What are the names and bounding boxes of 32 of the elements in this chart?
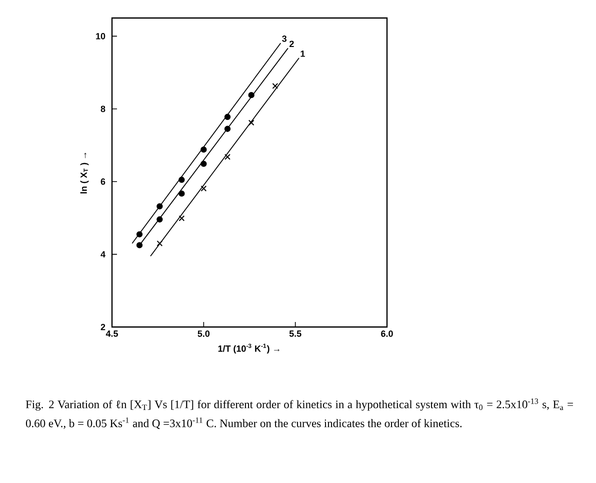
point — [248, 120, 254, 126]
y-tick-label: 8 — [100, 106, 106, 112]
y-tick-label: 2 — [100, 324, 106, 330]
point — [178, 190, 185, 197]
y-tick-label: 6 — [100, 178, 106, 185]
series-label: 2 — [290, 40, 294, 47]
point — [200, 146, 207, 153]
text: Fig. 2 Variation of ℓn [X$_{T}$] Vs [1/T] for different order of kinetics in a hypothetical system with τ$_{0}$ = 2.5x10$^{-13}$ s, E$_{a}$ = 0.60 eV., b = 0.05 Ks$^{-1}$ and Q =3x10$^{-11}$ C. Number on the curves indicates the order of kinetics. — [26, 398, 573, 429]
point — [156, 216, 163, 222]
point — [224, 126, 231, 132]
x-tick-label: 5.0 — [198, 330, 210, 337]
point — [136, 231, 143, 238]
point — [224, 154, 230, 160]
point — [248, 92, 254, 98]
y-tick-label: 10 — [96, 33, 106, 40]
point — [156, 203, 163, 210]
series-label: 1 — [300, 50, 305, 57]
point — [178, 215, 185, 222]
x-tick-label: 6.0 — [381, 330, 393, 337]
x-axis-title: 1/T (10$^{-3}$ K$^{-1}$) → — [218, 344, 280, 354]
y-axis-title: ln ( X$_{T}$ ) → — [80, 152, 89, 194]
x-tick-label: 4.5 — [106, 330, 118, 337]
point — [178, 176, 185, 183]
x-tick-label: 5.5 — [289, 330, 302, 337]
point — [200, 186, 207, 192]
point — [156, 240, 163, 246]
series-label: 3 — [282, 36, 287, 42]
point — [224, 114, 231, 120]
point — [272, 83, 278, 89]
point — [136, 242, 143, 248]
point — [200, 160, 207, 167]
y-tick-label: 4 — [100, 251, 106, 258]
